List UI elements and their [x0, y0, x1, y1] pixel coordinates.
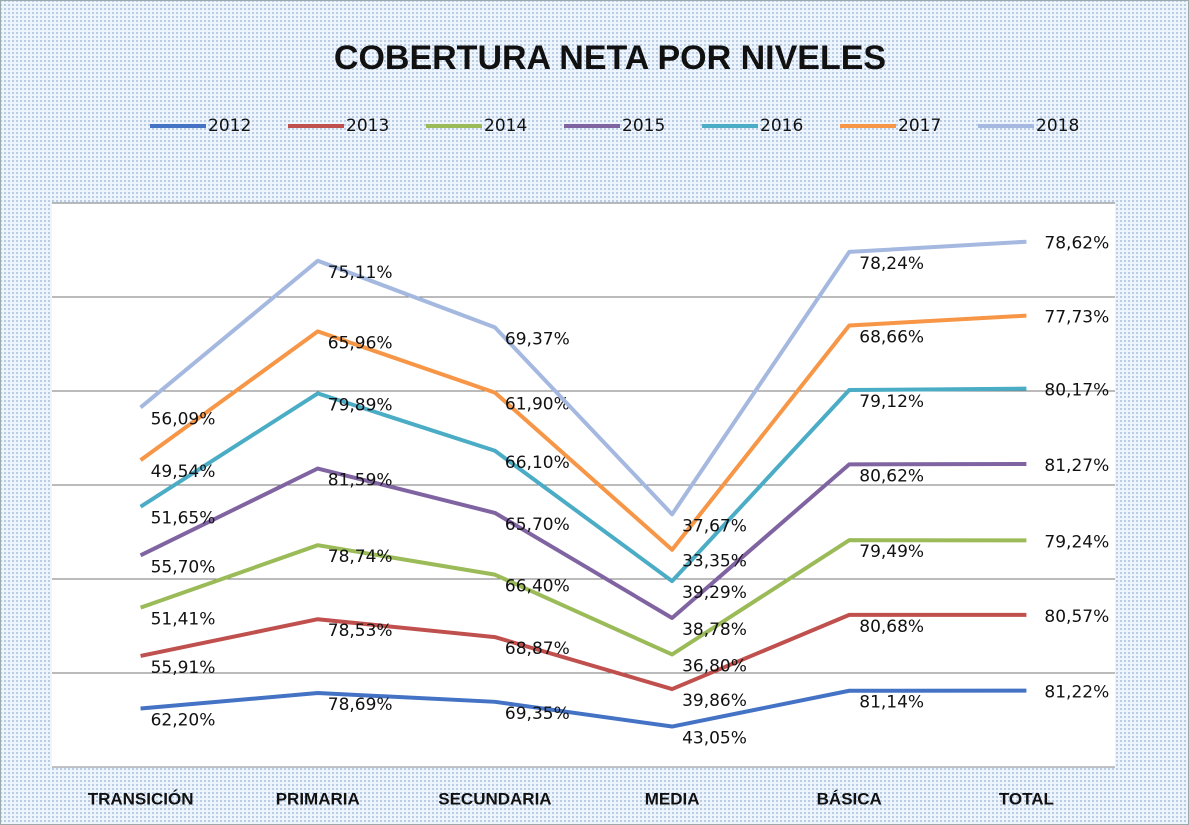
data-label: 77,73% — [1044, 308, 1109, 328]
legend-label: 2014 — [484, 116, 527, 136]
data-label: 43,05% — [682, 729, 747, 749]
data-label: 79,49% — [859, 542, 924, 562]
data-label: 37,67% — [682, 516, 747, 536]
data-label: 78,53% — [328, 621, 393, 641]
legend-label: 2016 — [760, 116, 803, 136]
data-label: 78,74% — [328, 547, 393, 567]
data-label: 68,87% — [505, 639, 570, 659]
x-tick-label: SECUNDARIA — [438, 789, 551, 808]
data-label: 81,59% — [328, 471, 393, 491]
data-label: 61,90% — [505, 395, 570, 415]
data-label: 78,62% — [1044, 234, 1109, 254]
x-tick-label: TOTAL — [999, 789, 1054, 808]
legend-label: 2018 — [1036, 116, 1079, 136]
data-label: 81,27% — [1044, 456, 1109, 476]
legend-label: 2012 — [208, 116, 251, 136]
data-label: 69,37% — [505, 329, 570, 349]
data-label: 56,09% — [151, 409, 216, 429]
data-label: 39,29% — [682, 583, 747, 603]
data-label: 78,69% — [328, 695, 393, 715]
data-label: 79,12% — [859, 392, 924, 412]
series-line — [139, 538, 1027, 657]
legend-label: 2017 — [898, 116, 941, 136]
data-label: 80,62% — [859, 466, 924, 486]
series-line — [139, 462, 1027, 621]
data-label: 66,40% — [505, 577, 570, 597]
data-label: 51,41% — [151, 610, 216, 630]
legend-label: 2013 — [346, 116, 389, 136]
data-label: 38,78% — [682, 620, 747, 640]
data-label: 78,24% — [859, 254, 924, 274]
data-label: 80,57% — [1044, 607, 1109, 627]
data-label: 36,80% — [682, 656, 747, 676]
x-tick-label: TRANSICIÓN — [88, 789, 194, 808]
data-label: 49,54% — [151, 462, 216, 482]
x-tick-label: BÁSICA — [817, 789, 882, 808]
series-line — [139, 386, 1027, 584]
data-label: 65,70% — [505, 515, 570, 535]
series-line — [139, 239, 1027, 517]
data-label: 81,22% — [1044, 683, 1109, 703]
data-label: 66,10% — [505, 453, 570, 473]
series-line — [140, 612, 1027, 692]
data-label: 62,20% — [151, 711, 216, 731]
series-line — [139, 313, 1027, 552]
x-tick-label: MEDIA — [645, 789, 700, 808]
data-label: 55,70% — [151, 557, 216, 577]
data-label: 68,66% — [859, 327, 924, 347]
data-label: 75,11% — [328, 263, 393, 283]
series-line — [140, 688, 1027, 729]
data-label: 80,68% — [859, 617, 924, 637]
data-label: 51,65% — [151, 509, 216, 529]
data-label: 65,96% — [328, 333, 393, 353]
chart-title: COBERTURA NETA POR NIVELES — [334, 39, 886, 77]
data-label: 33,35% — [682, 552, 747, 572]
data-label: 79,24% — [1044, 532, 1109, 552]
data-label: 55,91% — [151, 658, 216, 678]
x-tick-label: PRIMARIA — [276, 789, 360, 808]
data-label: 80,17% — [1044, 381, 1109, 401]
data-label: 81,14% — [859, 693, 924, 713]
data-label: 39,86% — [682, 691, 747, 711]
data-label: 79,89% — [328, 395, 393, 415]
data-label: 69,35% — [505, 704, 570, 724]
legend-label: 2015 — [622, 116, 665, 136]
